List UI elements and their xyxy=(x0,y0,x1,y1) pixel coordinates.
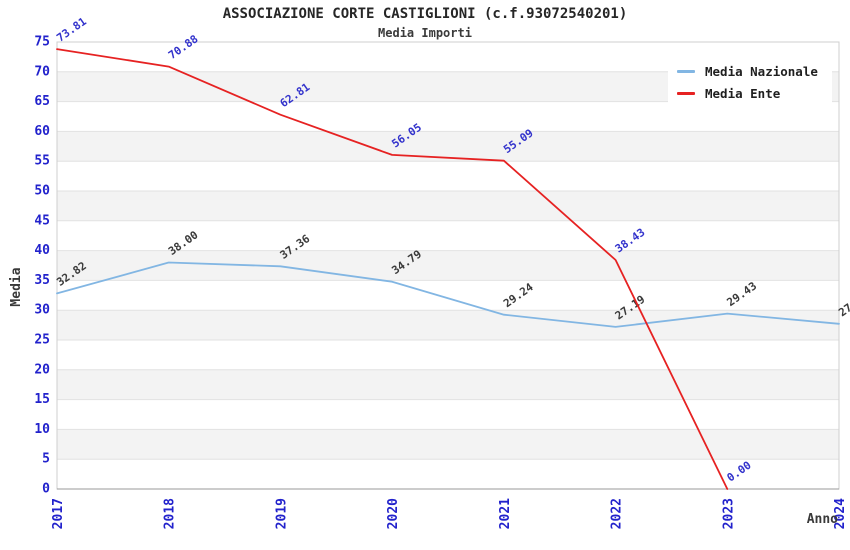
y-axis-title: Media xyxy=(9,267,24,306)
legend: Media Nazionale Media Ente xyxy=(668,57,832,109)
y-tick-label: 35 xyxy=(34,273,50,288)
data-label-media-ente: 73.81 xyxy=(54,15,89,45)
y-tick-label: 25 xyxy=(34,333,50,348)
data-label-media-ente: 0.00 xyxy=(725,459,754,485)
y-tick-label: 50 xyxy=(34,184,50,199)
x-tick-label: 2018 xyxy=(163,498,178,529)
plot-band xyxy=(57,429,839,460)
y-tick-label: 0 xyxy=(42,482,50,497)
x-tick-label: 2017 xyxy=(51,498,66,529)
data-label-media-ente: 70.88 xyxy=(166,32,201,62)
legend-label-media-nazionale: Media Nazionale xyxy=(705,64,818,79)
chart-subtitle: Media Importi xyxy=(378,26,472,40)
legend-swatch-media-nazionale xyxy=(677,70,695,73)
plot-band xyxy=(57,131,839,162)
plot-band xyxy=(57,250,839,281)
y-tick-label: 55 xyxy=(34,154,50,169)
x-tick-label: 2022 xyxy=(610,498,625,529)
x-tick-label: 2021 xyxy=(498,498,513,529)
legend-item-media-ente: Media Ente xyxy=(677,86,818,101)
y-tick-label: 60 xyxy=(34,124,50,139)
y-tick-label: 15 xyxy=(34,392,50,407)
y-tick-label: 20 xyxy=(34,362,50,377)
plot-band xyxy=(57,191,839,221)
series-line-media-ente xyxy=(56,48,729,490)
data-label-media-nazionale: 29.43 xyxy=(725,279,760,309)
y-tick-label: 10 xyxy=(34,422,50,437)
data-label-media-nazionale: 29.24 xyxy=(501,280,536,310)
x-tick-label: 2023 xyxy=(721,498,736,529)
y-tick-label: 65 xyxy=(34,94,50,109)
x-tick-label: 2019 xyxy=(274,498,289,529)
x-tick-label: 2024 xyxy=(833,498,848,529)
legend-label-media-ente: Media Ente xyxy=(705,86,781,101)
x-axis-title: Anno xyxy=(807,512,838,527)
plot-band xyxy=(57,369,839,400)
chart-title: ASSOCIAZIONE CORTE CASTIGLIONI (c.f.9307… xyxy=(222,6,628,22)
x-tick-label: 2020 xyxy=(386,498,401,529)
series-line-media-nazionale xyxy=(56,261,840,328)
legend-swatch-media-ente xyxy=(677,92,695,95)
legend-item-media-nazionale: Media Nazionale xyxy=(677,64,818,79)
y-tick-label: 30 xyxy=(34,303,50,318)
y-tick-label: 75 xyxy=(34,35,50,50)
y-tick-label: 70 xyxy=(34,64,50,79)
y-tick-label: 5 xyxy=(42,452,50,467)
y-tick-label: 40 xyxy=(34,243,50,258)
y-tick-label: 45 xyxy=(34,213,50,228)
